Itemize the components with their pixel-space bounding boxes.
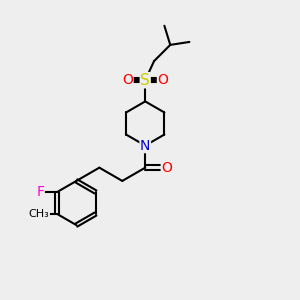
Text: F: F <box>36 185 44 199</box>
Text: O: O <box>122 73 133 87</box>
Text: CH₃: CH₃ <box>28 209 50 219</box>
Text: S: S <box>140 73 150 88</box>
Text: O: O <box>158 73 168 87</box>
Text: N: N <box>140 139 150 153</box>
Text: O: O <box>161 161 172 175</box>
